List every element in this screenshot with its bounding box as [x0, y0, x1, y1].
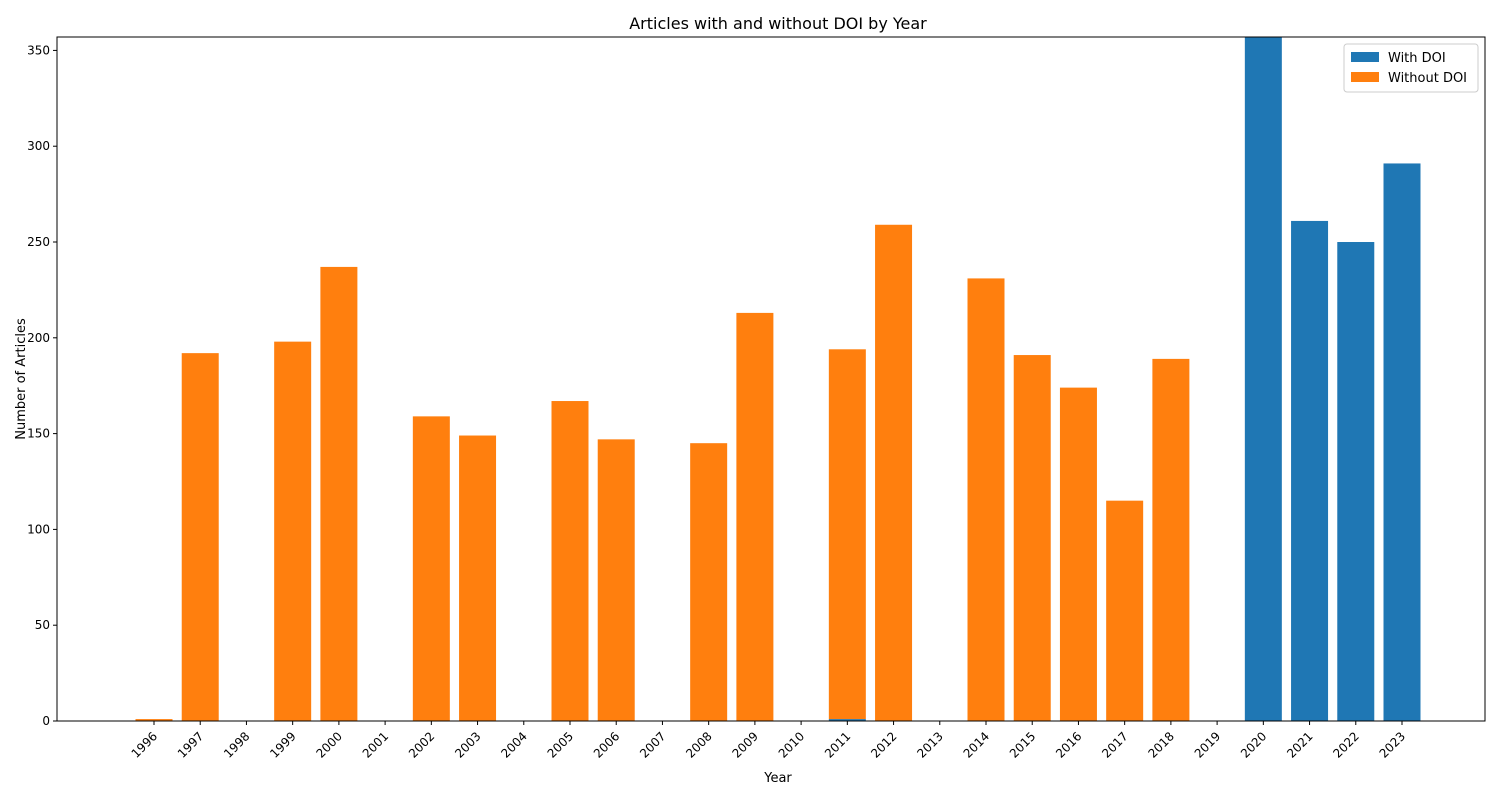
- bar-without-doi-2006: [597, 439, 635, 721]
- x-tick-label-2005: 2005: [545, 729, 576, 760]
- bar-without-doi-2000: [320, 266, 358, 721]
- x-tick-label-2002: 2002: [406, 729, 437, 760]
- x-tick-label-2006: 2006: [591, 729, 622, 760]
- x-tick-label-2018: 2018: [1146, 729, 1177, 760]
- x-tick-label-2020: 2020: [1238, 729, 1269, 760]
- bar-without-doi-2014: [967, 278, 1005, 721]
- x-tick-label-2001: 2001: [360, 729, 391, 760]
- bar-with-doi-2020: [1244, 37, 1282, 721]
- x-tick-label-2023: 2023: [1377, 729, 1408, 760]
- y-axis-label: Number of Articles: [14, 318, 29, 440]
- x-tick-label-2014: 2014: [961, 729, 992, 760]
- legend-label-with-doi: With DOI: [1388, 51, 1446, 66]
- bar-with-doi-2023: [1383, 163, 1421, 721]
- x-tick-label-2021: 2021: [1284, 729, 1315, 760]
- bar-without-doi-2005: [551, 401, 589, 721]
- y-tick-label-300: 300: [27, 139, 50, 153]
- bar-without-doi-1999: [274, 341, 312, 721]
- x-tick-label-2012: 2012: [868, 729, 899, 760]
- x-axis-label: Year: [763, 771, 792, 786]
- bar-without-doi-2016: [1059, 387, 1097, 721]
- y-tick-label-100: 100: [27, 522, 50, 536]
- bar-with-doi-2021: [1291, 220, 1329, 721]
- x-tick-label-1996: 1996: [129, 729, 160, 760]
- bar-without-doi-2017: [1106, 500, 1144, 721]
- y-tick-label-150: 150: [27, 427, 50, 441]
- x-tick-label-2011: 2011: [822, 729, 853, 760]
- y-tick-label-250: 250: [27, 235, 50, 249]
- bar-without-doi-2018: [1152, 358, 1190, 721]
- x-tick-label-2009: 2009: [730, 729, 761, 760]
- bar-without-doi-2015: [1013, 355, 1051, 721]
- bar-with-doi-2022: [1337, 242, 1375, 721]
- x-tick-label-2010: 2010: [776, 729, 807, 760]
- y-axis: 0 50 100 150 200 250 300 350: [27, 43, 57, 728]
- legend-swatch-with-doi: [1351, 52, 1379, 62]
- bar-without-doi-1996: [135, 719, 173, 721]
- y-tick-label-0: 0: [42, 714, 50, 728]
- x-tick-label-2007: 2007: [637, 729, 668, 760]
- x-tick-label-2015: 2015: [1007, 729, 1038, 760]
- x-tick-label-1999: 1999: [267, 729, 298, 760]
- legend-label-without-doi: Without DOI: [1388, 71, 1467, 86]
- y-tick-label-350: 350: [27, 43, 50, 57]
- x-tick-label-2000: 2000: [314, 729, 345, 760]
- bar-without-doi-2002: [412, 416, 450, 721]
- x-axis: 1996 1997 1998 1999 2000 2001 2002 2003 2004 2005…: [129, 721, 1408, 761]
- y-tick-label-200: 200: [27, 331, 50, 345]
- bar-without-doi-2008: [690, 443, 728, 721]
- bar-without-doi-2011: [828, 349, 866, 720]
- x-tick-label-2013: 2013: [914, 729, 945, 760]
- plot-frame: [56, 36, 1486, 722]
- chart-title: Articles with and without DOI by Year: [629, 14, 927, 33]
- bar-without-doi-2003: [459, 435, 497, 721]
- x-tick-label-2008: 2008: [683, 729, 714, 760]
- x-tick-label-1998: 1998: [221, 729, 252, 760]
- y-tick-label-50: 50: [35, 618, 50, 632]
- bar-with-doi-2011: [828, 719, 866, 721]
- x-tick-label-2016: 2016: [1053, 729, 1084, 760]
- bars-group: [135, 37, 1421, 721]
- x-tick-label-2003: 2003: [452, 729, 483, 760]
- x-tick-label-2022: 2022: [1330, 729, 1361, 760]
- x-tick-label-2019: 2019: [1192, 729, 1223, 760]
- legend: With DOI Without DOI: [1343, 43, 1479, 93]
- x-tick-label-2004: 2004: [498, 729, 529, 760]
- x-tick-label-1997: 1997: [175, 729, 206, 760]
- bar-without-doi-1997: [181, 353, 219, 721]
- legend-swatch-without-doi: [1351, 72, 1379, 82]
- x-tick-label-2017: 2017: [1099, 729, 1130, 760]
- bar-without-doi-2009: [736, 312, 774, 721]
- bar-without-doi-2012: [875, 224, 913, 721]
